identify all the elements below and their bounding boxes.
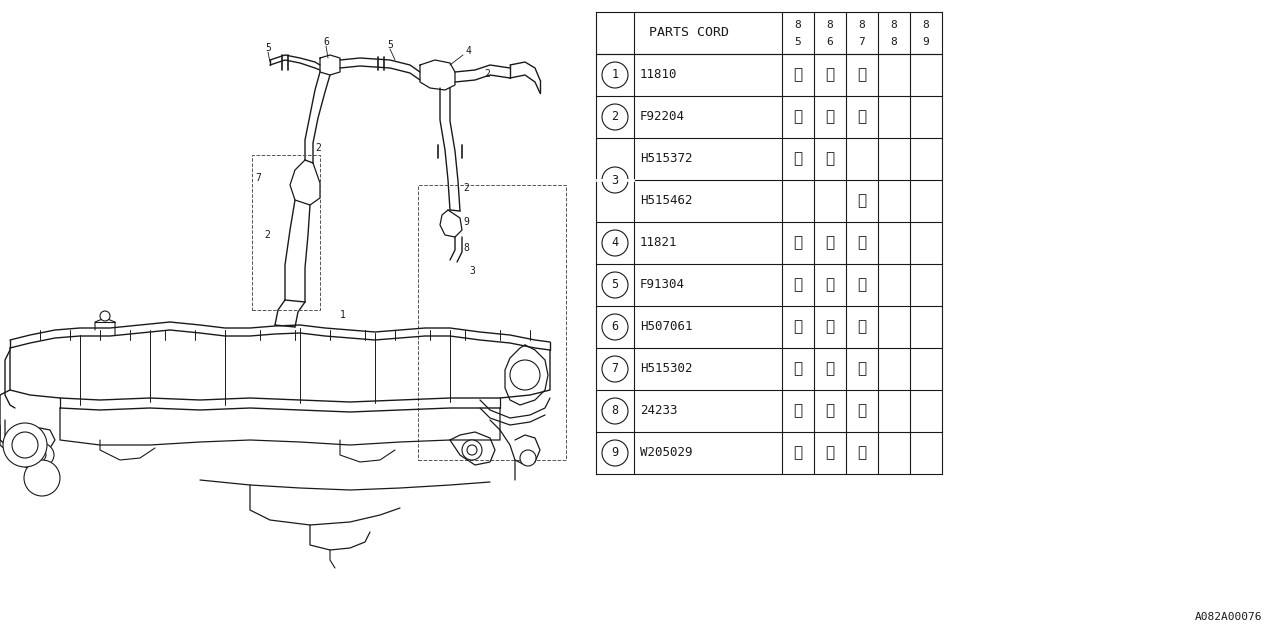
Text: ※: ※: [858, 67, 867, 83]
Text: ※: ※: [826, 236, 835, 250]
Text: ※: ※: [794, 152, 803, 166]
Text: F92204: F92204: [640, 111, 685, 124]
Circle shape: [602, 356, 628, 382]
Text: 8: 8: [612, 404, 618, 417]
Text: 5: 5: [795, 37, 801, 47]
Text: 3: 3: [468, 266, 475, 276]
Text: 4: 4: [612, 237, 618, 250]
Text: 8: 8: [891, 20, 897, 31]
Text: 7: 7: [612, 362, 618, 376]
Bar: [419, 185, 566, 460]
Text: ※: ※: [858, 278, 867, 292]
Circle shape: [520, 450, 536, 466]
Text: 6: 6: [612, 321, 618, 333]
Text: 11821: 11821: [640, 237, 677, 250]
Text: ※: ※: [858, 403, 867, 419]
Circle shape: [3, 423, 47, 467]
Text: 11810: 11810: [640, 68, 677, 81]
Text: 7: 7: [859, 37, 865, 47]
Text: 2: 2: [484, 69, 490, 79]
Text: ※: ※: [858, 445, 867, 461]
Text: ※: ※: [826, 109, 835, 125]
Text: ※: ※: [794, 403, 803, 419]
Text: 8: 8: [923, 20, 929, 31]
Text: 8: 8: [859, 20, 865, 31]
Circle shape: [12, 432, 38, 458]
Text: H515462: H515462: [640, 195, 692, 207]
Text: ※: ※: [794, 67, 803, 83]
Text: 2: 2: [315, 143, 321, 153]
Text: PARTS CORD: PARTS CORD: [649, 26, 730, 40]
Bar: [252, 155, 320, 310]
Circle shape: [467, 445, 477, 455]
Circle shape: [602, 272, 628, 298]
Text: 5: 5: [612, 278, 618, 291]
Circle shape: [602, 230, 628, 256]
Ellipse shape: [15, 441, 54, 469]
Text: 8: 8: [827, 20, 833, 31]
Text: 8: 8: [891, 37, 897, 47]
Circle shape: [462, 440, 483, 460]
Text: 2: 2: [612, 111, 618, 124]
Text: ※: ※: [794, 445, 803, 461]
Text: H515302: H515302: [640, 362, 692, 376]
Text: F91304: F91304: [640, 278, 685, 291]
Text: ※: ※: [858, 109, 867, 125]
Text: ※: ※: [858, 362, 867, 376]
Text: 8: 8: [463, 243, 468, 253]
Text: 8: 8: [795, 20, 801, 31]
Text: 9: 9: [463, 217, 468, 227]
Circle shape: [100, 311, 110, 321]
Text: 24233: 24233: [640, 404, 677, 417]
Text: W205029: W205029: [640, 447, 692, 460]
Circle shape: [602, 104, 628, 130]
Text: ※: ※: [858, 319, 867, 335]
Text: ※: ※: [826, 67, 835, 83]
Text: 9: 9: [612, 447, 618, 460]
Text: H507061: H507061: [640, 321, 692, 333]
Circle shape: [602, 398, 628, 424]
Text: ※: ※: [826, 319, 835, 335]
Text: ※: ※: [826, 362, 835, 376]
Text: 5: 5: [387, 40, 393, 50]
Text: ※: ※: [826, 278, 835, 292]
Text: 5: 5: [265, 43, 271, 53]
Text: 6: 6: [827, 37, 833, 47]
Text: ※: ※: [826, 445, 835, 461]
Text: ※: ※: [794, 109, 803, 125]
Text: ※: ※: [794, 236, 803, 250]
Text: ※: ※: [826, 403, 835, 419]
Text: 3: 3: [612, 173, 618, 186]
Circle shape: [509, 360, 540, 390]
Text: 1: 1: [612, 68, 618, 81]
Text: ※: ※: [858, 236, 867, 250]
Text: 4: 4: [465, 46, 471, 56]
Text: ※: ※: [826, 152, 835, 166]
Circle shape: [602, 167, 628, 193]
Text: 2: 2: [463, 183, 468, 193]
Text: ※: ※: [794, 278, 803, 292]
Circle shape: [602, 440, 628, 466]
Text: H515372: H515372: [640, 152, 692, 166]
Text: ※: ※: [858, 193, 867, 209]
Text: A082A00076: A082A00076: [1194, 612, 1262, 622]
Text: 9: 9: [923, 37, 929, 47]
Circle shape: [602, 62, 628, 88]
Bar: [596, 12, 942, 474]
Circle shape: [24, 460, 60, 496]
Ellipse shape: [24, 447, 46, 463]
Text: ※: ※: [794, 319, 803, 335]
Text: 7: 7: [255, 173, 261, 183]
Circle shape: [602, 314, 628, 340]
Text: 2: 2: [264, 230, 270, 240]
Text: 6: 6: [323, 37, 329, 47]
Text: 1: 1: [340, 310, 346, 320]
Text: ※: ※: [794, 362, 803, 376]
